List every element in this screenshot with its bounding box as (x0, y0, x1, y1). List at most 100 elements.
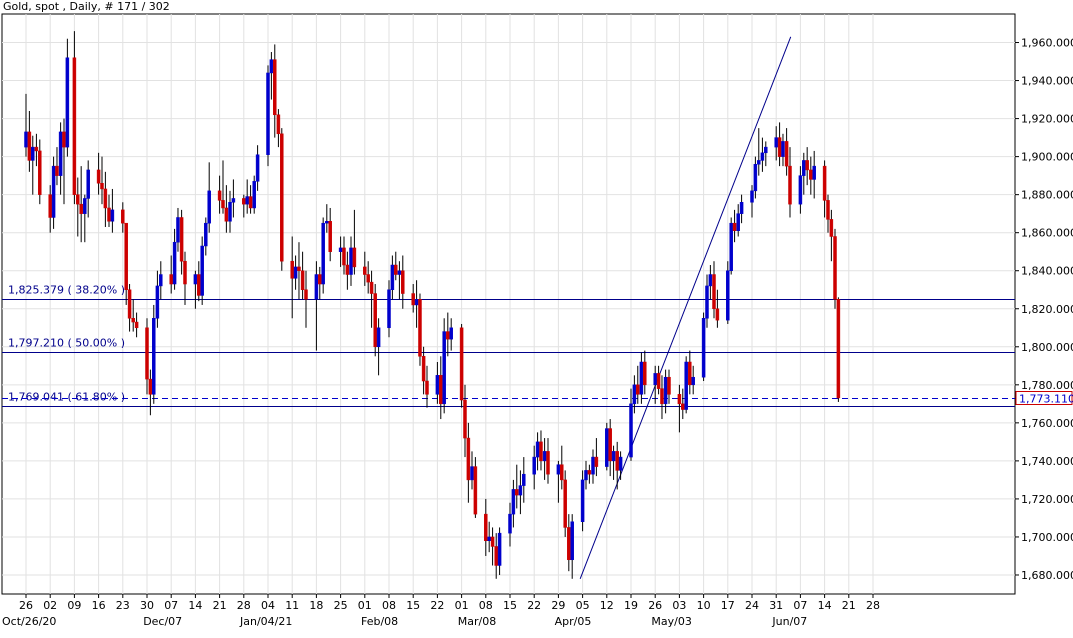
x-tick-label: 22 (430, 599, 444, 612)
candle-body (79, 203, 83, 214)
candle-body (394, 264, 398, 275)
candle (515, 464, 519, 509)
fib-level-label: 1,769.041 ( 61.80% ) (8, 391, 125, 404)
candle-body (653, 373, 657, 386)
candle (449, 318, 453, 351)
candle (829, 209, 834, 262)
candle-body (414, 298, 419, 306)
candle (587, 464, 592, 484)
candle-body (266, 72, 270, 155)
candle-body (833, 236, 837, 300)
candle-body (494, 546, 498, 566)
y-tick-label: 1,900.000 (1021, 151, 1073, 164)
candle-body (363, 266, 367, 275)
candle (712, 261, 716, 319)
candle (594, 438, 599, 477)
candle (618, 451, 623, 480)
candle-body (542, 451, 547, 462)
candle-body (248, 196, 253, 209)
candle (636, 365, 640, 404)
candle-body (511, 489, 516, 515)
x-tick-label: 01 (358, 599, 372, 612)
candle (290, 236, 294, 319)
x-month-label: Mar/08 (458, 615, 496, 628)
candle-body (829, 219, 834, 237)
candle-body (373, 293, 377, 348)
candle-body (328, 221, 332, 252)
candle (591, 449, 595, 484)
candle (318, 266, 322, 300)
candle (328, 207, 332, 262)
candle (55, 147, 59, 186)
x-tick-label: 15 (503, 599, 517, 612)
candle (252, 175, 256, 214)
candle (127, 284, 132, 332)
x-tick-label: 03 (672, 599, 686, 612)
candle-body (584, 470, 588, 481)
y-tick-label: 1,800.000 (1021, 341, 1073, 354)
candle (764, 141, 768, 167)
candle (470, 451, 474, 490)
candle-body (532, 456, 536, 475)
candle (217, 175, 222, 214)
candle (542, 438, 547, 480)
candle-body (605, 428, 609, 467)
candle (784, 128, 789, 176)
candle (539, 430, 543, 471)
candle-body (179, 217, 184, 262)
x-tick-label: 07 (164, 599, 178, 612)
candle (124, 222, 128, 305)
candle-body (314, 274, 319, 300)
y-axis: 1,680.000 1,700.000 1,720.000 1,740.000 1,76… (1015, 37, 1073, 582)
x-month-label: Apr/05 (555, 615, 592, 628)
candle-body (587, 470, 592, 475)
candle-body (781, 141, 785, 157)
candle-body (442, 331, 446, 405)
candle-body (777, 137, 782, 157)
y-tick-label: 1,700.000 (1021, 531, 1073, 544)
current-price-box (1015, 391, 1073, 405)
candle-body (826, 200, 830, 220)
candle (508, 502, 512, 547)
candle-body (788, 165, 792, 205)
x-month-label: Oct/26/20 (2, 615, 56, 628)
candle (86, 160, 90, 218)
candle (293, 255, 298, 290)
candle (567, 514, 571, 572)
horizontal-gridlines (2, 42, 1015, 576)
candle (387, 280, 391, 338)
candle (484, 498, 488, 556)
candle-body (663, 376, 668, 405)
candle (729, 217, 733, 275)
candle-body (411, 293, 415, 306)
candle (774, 126, 778, 161)
candle-body (390, 264, 395, 290)
candle (826, 194, 830, 233)
candle (197, 261, 201, 302)
candle-body (518, 485, 523, 496)
candle-body (484, 513, 488, 542)
candle-body (636, 384, 640, 395)
candle (656, 365, 661, 395)
candle-body (760, 152, 765, 161)
candle-body (349, 247, 353, 275)
candle-body (325, 221, 329, 224)
candle-body (24, 131, 28, 148)
candle-body (684, 361, 688, 410)
candle (435, 362, 440, 404)
candle-body (608, 428, 612, 462)
candle-body (342, 247, 346, 266)
candle (245, 179, 249, 214)
candle (446, 312, 450, 357)
candle-body (570, 521, 574, 561)
candle-body (774, 137, 778, 148)
candle-body (276, 114, 281, 135)
candle-body (27, 131, 32, 161)
candle (314, 261, 319, 351)
candle (753, 156, 758, 199)
candle-body (366, 274, 370, 283)
candles-layer (24, 31, 841, 579)
candle-body (435, 375, 440, 395)
candle (643, 350, 647, 395)
y-tick-label: 1,840.000 (1021, 265, 1073, 278)
